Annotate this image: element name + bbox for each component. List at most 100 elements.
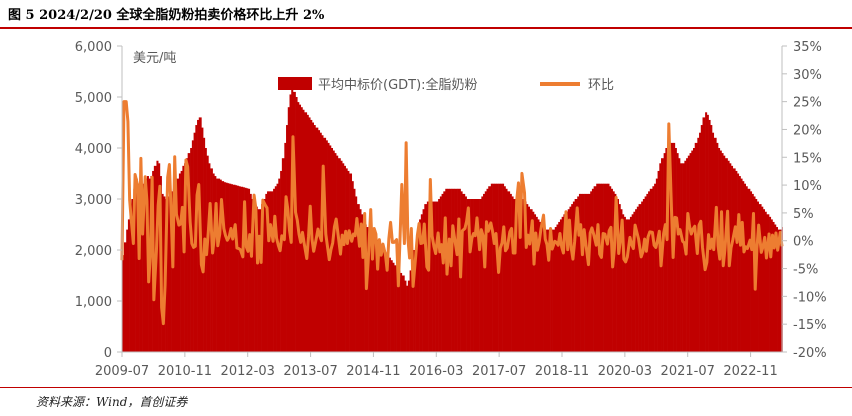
data-bar bbox=[356, 204, 360, 352]
data-bar bbox=[591, 188, 594, 352]
data-bar bbox=[663, 153, 666, 352]
data-bar bbox=[122, 255, 125, 352]
line-point bbox=[765, 257, 768, 259]
line-point bbox=[554, 240, 556, 242]
line-point bbox=[260, 261, 262, 264]
line-point bbox=[581, 254, 584, 256]
data-bar bbox=[387, 255, 390, 352]
line-point bbox=[148, 281, 150, 283]
line-point bbox=[224, 235, 227, 237]
line-point bbox=[247, 250, 249, 252]
data-bar bbox=[454, 188, 458, 352]
line-point bbox=[599, 253, 601, 255]
data-bar bbox=[475, 199, 478, 352]
line-point bbox=[200, 264, 202, 266]
line-point bbox=[743, 251, 745, 253]
line-point bbox=[132, 242, 134, 245]
line-point bbox=[356, 217, 358, 220]
line-point bbox=[649, 231, 651, 233]
line-point bbox=[709, 247, 711, 250]
data-bar bbox=[225, 182, 228, 352]
data-bar bbox=[390, 260, 393, 352]
source-rule bbox=[0, 387, 852, 388]
line-point bbox=[365, 287, 367, 290]
data-bar bbox=[479, 199, 482, 352]
line-point bbox=[306, 257, 308, 260]
line-point bbox=[660, 265, 662, 267]
data-bar bbox=[214, 176, 217, 352]
line-point bbox=[418, 222, 420, 225]
line-point bbox=[690, 233, 692, 235]
line-point bbox=[644, 238, 646, 240]
line-point bbox=[202, 271, 204, 273]
data-bar bbox=[534, 214, 537, 352]
line-point bbox=[175, 213, 178, 215]
data-bar bbox=[509, 193, 512, 352]
data-bar bbox=[750, 191, 753, 352]
line-point bbox=[587, 264, 590, 266]
data-bar bbox=[359, 209, 362, 352]
line-point bbox=[281, 235, 283, 237]
line-point bbox=[159, 185, 161, 187]
y-tick-label: 5,000 bbox=[75, 91, 112, 106]
data-bar bbox=[123, 242, 127, 352]
y2-tick-label: 30% bbox=[793, 68, 822, 83]
line-point bbox=[249, 234, 251, 236]
x-tick-label: 2014-11 bbox=[346, 364, 400, 379]
line-point bbox=[701, 246, 704, 248]
data-bar bbox=[646, 193, 649, 352]
line-point bbox=[618, 252, 620, 255]
line-point bbox=[452, 225, 454, 227]
data-bar bbox=[242, 187, 245, 352]
data-bar bbox=[313, 125, 316, 352]
data-bar bbox=[567, 209, 570, 352]
data-bar bbox=[667, 145, 670, 352]
line-point bbox=[728, 265, 730, 267]
y-tick-label: 4,000 bbox=[75, 142, 112, 157]
data-bar bbox=[565, 211, 569, 352]
line-point bbox=[612, 266, 614, 268]
line-point bbox=[700, 220, 702, 222]
line-point bbox=[555, 241, 558, 243]
line-point bbox=[694, 225, 696, 227]
figure-title: 图 5 2024/2/20 全球全脂奶粉拍卖价格环比上升 2% bbox=[8, 8, 325, 23]
line-point bbox=[192, 246, 195, 248]
data-bar bbox=[212, 173, 215, 352]
line-point bbox=[476, 217, 478, 219]
data-bar bbox=[345, 168, 348, 352]
data-bar bbox=[139, 186, 142, 352]
line-point bbox=[333, 226, 336, 228]
line-point bbox=[294, 211, 297, 213]
line-point bbox=[533, 263, 535, 265]
data-bar bbox=[334, 153, 337, 352]
data-bar bbox=[457, 188, 460, 352]
data-bar bbox=[169, 193, 172, 352]
line-point bbox=[621, 219, 623, 221]
line-point bbox=[595, 244, 597, 246]
line-point bbox=[567, 249, 569, 251]
data-bar bbox=[343, 165, 346, 352]
data-bar bbox=[167, 196, 170, 352]
data-bar bbox=[747, 188, 751, 352]
data-bar bbox=[502, 183, 505, 352]
data-bar bbox=[321, 135, 324, 352]
line-point bbox=[762, 246, 764, 248]
line-point bbox=[194, 245, 196, 247]
line-point bbox=[242, 256, 244, 258]
title-rule bbox=[0, 27, 852, 29]
line-point bbox=[764, 236, 766, 238]
data-bar bbox=[318, 130, 321, 352]
line-point bbox=[335, 218, 337, 220]
data-bar bbox=[740, 178, 743, 352]
line-point bbox=[370, 208, 372, 211]
line-point bbox=[548, 259, 550, 261]
data-bar bbox=[259, 209, 262, 352]
line-point bbox=[536, 249, 539, 251]
data-bar bbox=[208, 163, 211, 352]
x-tick-label: 2013-07 bbox=[283, 364, 337, 379]
data-bar bbox=[689, 153, 692, 352]
data-bar bbox=[636, 206, 639, 352]
line-point bbox=[256, 262, 259, 264]
data-bar bbox=[488, 186, 492, 352]
